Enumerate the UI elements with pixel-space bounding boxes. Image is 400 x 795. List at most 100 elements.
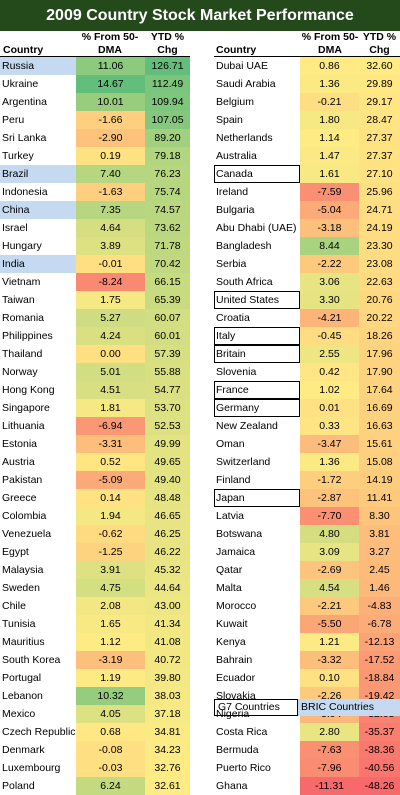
dma-value: -0.21 (300, 93, 359, 111)
ytd-value: 24.19 (359, 219, 400, 237)
country-denmark: Denmark (2, 744, 45, 756)
country-oman: Oman (216, 438, 245, 450)
country-malaysia: Malaysia (2, 564, 44, 576)
country-turkey: Turkey (2, 150, 34, 162)
dma-value: -7.59 (300, 183, 359, 201)
table-row: Austria 0.52 49.65 (0, 453, 190, 471)
ytd-value: 70.42 (145, 255, 190, 273)
dma-value: -5.09 (76, 471, 145, 489)
table-row: Czech Republic 0.68 34.81 (0, 723, 190, 741)
dma-value: -11.31 (300, 777, 359, 795)
table-row: Denmark -0.08 34.23 (0, 741, 190, 759)
dma-value: 3.09 (300, 543, 359, 561)
table-row: Kuwait -5.50 -6.78 (214, 615, 400, 633)
table-row: Indonesia -1.63 75.74 (0, 183, 190, 201)
table-row: Morocco -2.21 -4.83 (214, 597, 400, 615)
table-row: Germany 0.01 16.69 (214, 399, 400, 417)
header-ytd-right: YTD % Chg (362, 31, 397, 56)
country-finland: Finland (216, 474, 251, 486)
dma-value: 1.81 (76, 399, 145, 417)
dma-value: 0.52 (76, 453, 145, 471)
dma-value: 1.21 (300, 633, 359, 651)
ytd-value: 55.88 (145, 363, 190, 381)
table-row: Britain 2.55 17.96 (214, 345, 400, 363)
table-row: Bangladesh 8.44 23.30 (214, 237, 400, 255)
ytd-value: 32.76 (145, 759, 190, 777)
country-colombia: Colombia (2, 510, 47, 522)
table-row: Hungary 3.89 71.78 (0, 237, 190, 255)
ytd-value: 49.40 (145, 471, 190, 489)
dma-value: -8.24 (76, 273, 145, 291)
table-row: Serbia -2.22 23.08 (214, 255, 400, 273)
country-nigeria: Nigeria (216, 708, 250, 720)
country-greece: Greece (2, 492, 37, 504)
country-bermuda: Bermuda (216, 744, 259, 756)
dma-value: 1.47 (300, 147, 359, 165)
ytd-value: 57.39 (145, 345, 190, 363)
ytd-value: 32.61 (145, 777, 190, 795)
table-row: Brazil 7.40 76.23 (0, 165, 190, 183)
dma-value: -0.08 (76, 741, 145, 759)
dma-value: 1.75 (76, 291, 145, 309)
ytd-value: 112.49 (145, 75, 190, 93)
ytd-value: 71.78 (145, 237, 190, 255)
dma-value: 10.32 (76, 687, 145, 705)
table-row: Romania 5.27 60.07 (0, 309, 190, 327)
table-row: Egypt -1.25 46.22 (0, 543, 190, 561)
table-row: Philippines 4.24 60.01 (0, 327, 190, 345)
table-row: Portugal 1.19 39.80 (0, 669, 190, 687)
country-mauritius: Mauritius (2, 636, 45, 648)
dma-value: 2.55 (300, 345, 359, 363)
table-row: Thailand 0.00 57.39 (0, 345, 190, 363)
dma-value: 0.14 (76, 489, 145, 507)
country-malta: Malta (216, 582, 242, 594)
table-row: Sri Lanka -2.90 89.20 (0, 129, 190, 147)
dma-value: 0.01 (300, 399, 359, 417)
table-row: Peru -1.66 107.05 (0, 111, 190, 129)
table-row: Belgium -0.21 29.17 (214, 93, 400, 111)
ytd-value: 24.71 (359, 201, 400, 219)
dma-value: 4.80 (300, 525, 359, 543)
country-tunisia: Tunisia (2, 618, 36, 630)
country-lithuania: Lithuania (2, 420, 45, 432)
ytd-value: 60.01 (145, 327, 190, 345)
country-bahrain: Bahrain (216, 654, 253, 666)
ytd-value: 15.61 (359, 435, 400, 453)
ytd-value: 16.69 (359, 399, 400, 417)
country-kenya: Kenya (216, 636, 246, 648)
ytd-value: 46.22 (145, 543, 190, 561)
ytd-value: -6.78 (359, 615, 400, 633)
dma-value: -1.66 (76, 111, 145, 129)
country-china: China (0, 201, 76, 219)
dma-value: -4.21 (300, 309, 359, 327)
table-row: Estonia -3.31 49.99 (0, 435, 190, 453)
ytd-value: 53.70 (145, 399, 190, 417)
country-saudi-arabia: Saudi Arabia (216, 78, 276, 90)
ytd-value: -48.26 (359, 777, 400, 795)
ytd-value: 60.07 (145, 309, 190, 327)
table-row: Turkey 0.19 79.18 (0, 147, 190, 165)
table-row: Sweden 4.75 44.64 (0, 579, 190, 597)
country-qatar: Qatar (216, 564, 243, 576)
table-row: Oman -3.47 15.61 (214, 435, 400, 453)
table-row: Poland 6.24 32.61 (0, 777, 190, 795)
header-dma-right: % From 50- DMA (301, 31, 359, 56)
country-philippines: Philippines (2, 330, 53, 342)
ytd-value: 34.23 (145, 741, 190, 759)
ytd-value: 27.37 (359, 129, 400, 147)
dma-value: 2.08 (76, 597, 145, 615)
country-romania: Romania (2, 312, 45, 324)
country-lebanon: Lebanon (2, 690, 43, 702)
country-serbia: Serbia (216, 258, 247, 270)
dma-value: 10.01 (76, 93, 145, 111)
dma-value: 0.00 (76, 345, 145, 363)
table-row: Qatar -2.69 2.45 (214, 561, 400, 579)
country-switzerland: Switzerland (216, 456, 271, 468)
ytd-value: -35.37 (359, 723, 400, 741)
country-bulgaria: Bulgaria (216, 204, 255, 216)
dma-value: 0.19 (76, 147, 145, 165)
ytd-value: 27.10 (359, 165, 400, 183)
country-russia: Russia (0, 57, 76, 75)
table-row: Finland -1.72 14.19 (214, 471, 400, 489)
dma-value: -6.94 (76, 417, 145, 435)
